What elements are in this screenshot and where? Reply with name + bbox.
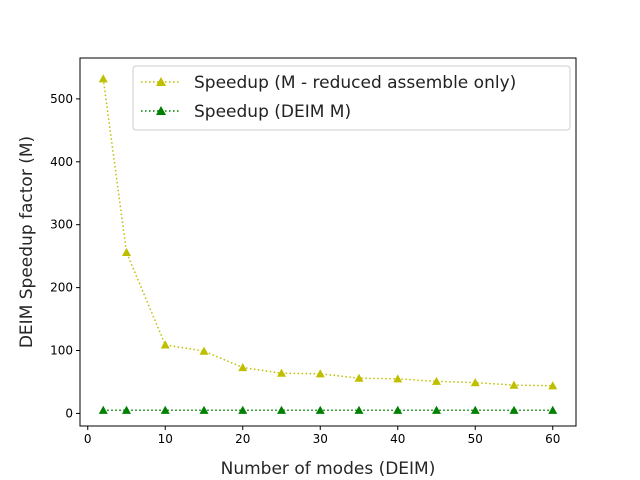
x-tick-label: 60 [545,432,560,446]
legend-marker-series-1 [156,77,166,86]
series-2-point [199,405,209,414]
x-axis-label: Number of modes (DEIM) [221,459,436,479]
series-2-point [509,405,519,414]
x-tick-label: 40 [390,432,405,446]
x-tick-label: 30 [313,432,328,446]
series-2-point [277,405,286,414]
series-1-point [432,376,441,385]
y-tick-label: 100 [50,344,73,358]
series-2-point [393,405,403,414]
series-2-point [98,405,108,414]
series-2-point [470,405,480,414]
legend: Speedup (M - reduced assemble only) Spee… [132,65,571,131]
series-1-point [470,378,480,387]
series-1-point [199,346,209,355]
series-1-point [98,74,108,83]
series-1-point [393,374,403,383]
y-tick-label: 500 [50,92,73,106]
legend-box [132,65,571,131]
series-1-point [238,362,248,372]
legend-marker-series-2 [156,106,166,115]
plot-frame [79,57,577,427]
x-tick-label: 50 [468,432,483,446]
series-2-point [432,405,441,414]
series-2-point [160,405,170,414]
legend-entry-series-1: Speedup (M - reduced assemble only) [194,73,516,93]
y-tick-label: 200 [50,281,73,295]
series-2-point [315,405,325,414]
legend-entry-series-2: Speedup (DEIM M) [194,102,351,122]
series-1-point [277,368,286,377]
series-1-point [509,380,519,389]
series-2-point [238,405,248,414]
series-2-point [548,405,558,414]
series-1-point [548,381,558,390]
series-1-point [122,247,131,256]
series-1-point [315,369,325,378]
x-tick-label: 10 [158,432,173,446]
series-2-point [354,405,364,414]
y-axis-label: DEIM Speedup factor (M) [17,136,37,348]
y-tick-label: 400 [50,155,73,169]
axis-ticks: 0 10 20 30 40 50 60 0 100 200 300 400 500 [50,92,560,446]
x-tick-label: 0 [84,432,92,446]
series-2-point [122,405,131,414]
x-tick-label: 20 [235,432,250,446]
series-layer [98,74,558,414]
y-tick-label: 0 [65,406,73,420]
series-1-point [160,340,170,349]
series-1-point [354,373,364,382]
y-tick-label: 300 [50,218,73,232]
